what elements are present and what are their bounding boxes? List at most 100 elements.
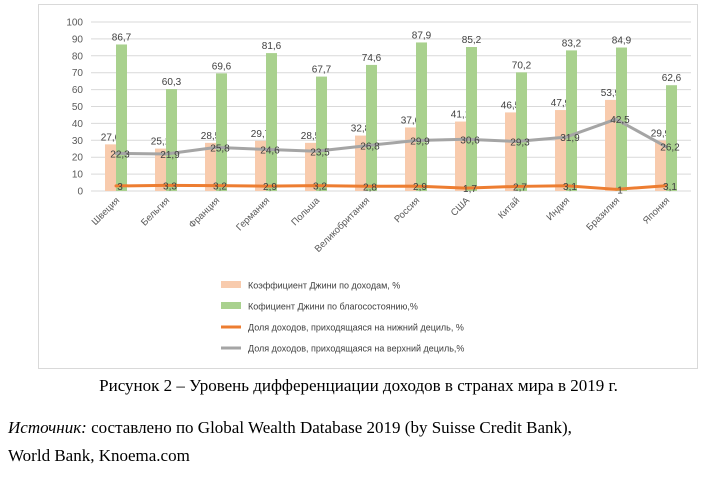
bar-data-label: 74,6 [362, 53, 382, 64]
bar [255, 140, 266, 191]
line-data-label: 25,8 [210, 143, 230, 154]
chart: 0 10 20 30 40 50 60 70 80 90 100 27,6 25,1 28,5 29,7 28… [66, 18, 691, 354]
bar-data-label: 29,9 [651, 128, 671, 139]
source-label: Источник: [8, 418, 87, 437]
chart-frame: 0 10 20 30 40 50 60 70 80 90 100 27,6 25,1 28,5 29,7 28… [38, 4, 698, 369]
bar-data-label: 62,6 [662, 73, 682, 84]
bar-data-label: 46,5 [501, 100, 521, 111]
line-data-label: 22,3 [110, 149, 130, 160]
bar [666, 85, 677, 191]
line-data-label: 26,8 [360, 142, 380, 153]
line-point [614, 187, 618, 191]
x-category-label: Польша [289, 195, 322, 228]
line-data-label: 3,2 [213, 182, 227, 193]
line-point [414, 184, 418, 188]
legend-swatch [221, 281, 241, 288]
line-data-label: 1 [617, 185, 623, 196]
bar [116, 44, 127, 191]
line-data-label: 24,6 [260, 145, 280, 156]
line-point [214, 145, 218, 149]
y-tick-label: 30 [72, 136, 84, 147]
line-point [364, 184, 368, 188]
line-point [164, 152, 168, 156]
bar [455, 121, 466, 191]
figure-source: Источник: составлено по Global Wealth Da… [8, 414, 713, 470]
bar [305, 142, 316, 191]
line-data-label: 3,3 [163, 181, 177, 192]
bar-data-label: 32,8 [351, 124, 371, 135]
y-tick-label: 60 [72, 85, 84, 96]
source-text-2: World Bank, Knoema.com [8, 446, 190, 465]
line-point [264, 147, 268, 151]
y-tick-label: 10 [72, 170, 84, 181]
line-data-label: 3,2 [313, 182, 327, 193]
legend-swatch [221, 302, 241, 309]
line-data-label: 2,7 [513, 182, 527, 193]
bar-data-label: 28,5 [201, 131, 221, 142]
line-point [464, 137, 468, 141]
bar-data-label: 70,2 [512, 60, 532, 71]
bar [516, 72, 527, 191]
bar [266, 53, 277, 191]
legend-label: Коэффициент Джини по доходам, % [248, 281, 400, 291]
x-category-label: Япония [641, 195, 672, 226]
line-point [414, 138, 418, 142]
line-point [464, 186, 468, 190]
line-data-label: 2,9 [263, 182, 277, 193]
y-tick-label: 80 [72, 51, 84, 62]
bar [616, 47, 627, 192]
bar-data-label: 86,7 [112, 32, 132, 43]
y-tick-label: 0 [77, 187, 83, 198]
x-category-label: Франция [187, 195, 222, 230]
y-tick-label: 90 [72, 34, 84, 45]
line-point [514, 184, 518, 188]
line-data-label: 1,7 [463, 184, 477, 195]
line-data-label: 29,9 [410, 136, 430, 147]
bar-data-label: 41,1 [451, 110, 471, 121]
legend-label: Доля доходов, приходящаяся на нижний дец… [248, 323, 464, 333]
line-data-label: 26,2 [660, 143, 680, 154]
bar-data-label: 27,6 [101, 132, 121, 143]
bar [405, 127, 416, 191]
series-line [115, 117, 667, 156]
bar-data-label: 81,6 [262, 41, 282, 52]
line-point [564, 135, 568, 139]
line-point [614, 117, 618, 121]
bar [555, 110, 566, 191]
line-data-label: 3,1 [663, 182, 677, 193]
bar-data-label: 67,7 [312, 65, 332, 76]
bar [205, 142, 216, 191]
bar [605, 99, 616, 191]
line-point [314, 184, 318, 188]
line-data-label: 2,8 [363, 182, 377, 193]
line-data-label: 2,9 [413, 182, 427, 193]
bar [655, 140, 666, 191]
bar [505, 112, 516, 191]
x-category-label: Россия [392, 195, 422, 225]
bar [316, 76, 327, 191]
x-category-label: Индия [544, 195, 572, 223]
bar [355, 135, 366, 191]
y-tick-label: 100 [66, 18, 83, 29]
bar-data-label: 87,9 [412, 30, 432, 41]
bar-data-label: 83,2 [562, 38, 582, 49]
bar-data-label: 25,1 [151, 137, 171, 148]
bar-data-label: 84,9 [612, 36, 632, 47]
x-category-label: Китай [496, 195, 522, 221]
line-point [264, 184, 268, 188]
x-category-label: Швеция [90, 195, 122, 227]
bar-data-label: 69,6 [212, 61, 232, 72]
bar-data-label: 47,9 [551, 98, 571, 109]
x-category-label: США [449, 195, 473, 219]
legend-label: Доля доходов, приходящаяся на верхний де… [248, 344, 464, 354]
bar [416, 42, 427, 191]
bar [566, 50, 577, 191]
line-point [664, 145, 668, 149]
line-data-label: 42,5 [610, 115, 630, 126]
bar [105, 144, 116, 191]
line-data-label: 3 [117, 182, 123, 193]
line-point [364, 144, 368, 148]
y-tick-label: 50 [72, 102, 84, 113]
line-point [114, 151, 118, 155]
x-category-label: Великобритания [313, 195, 372, 254]
